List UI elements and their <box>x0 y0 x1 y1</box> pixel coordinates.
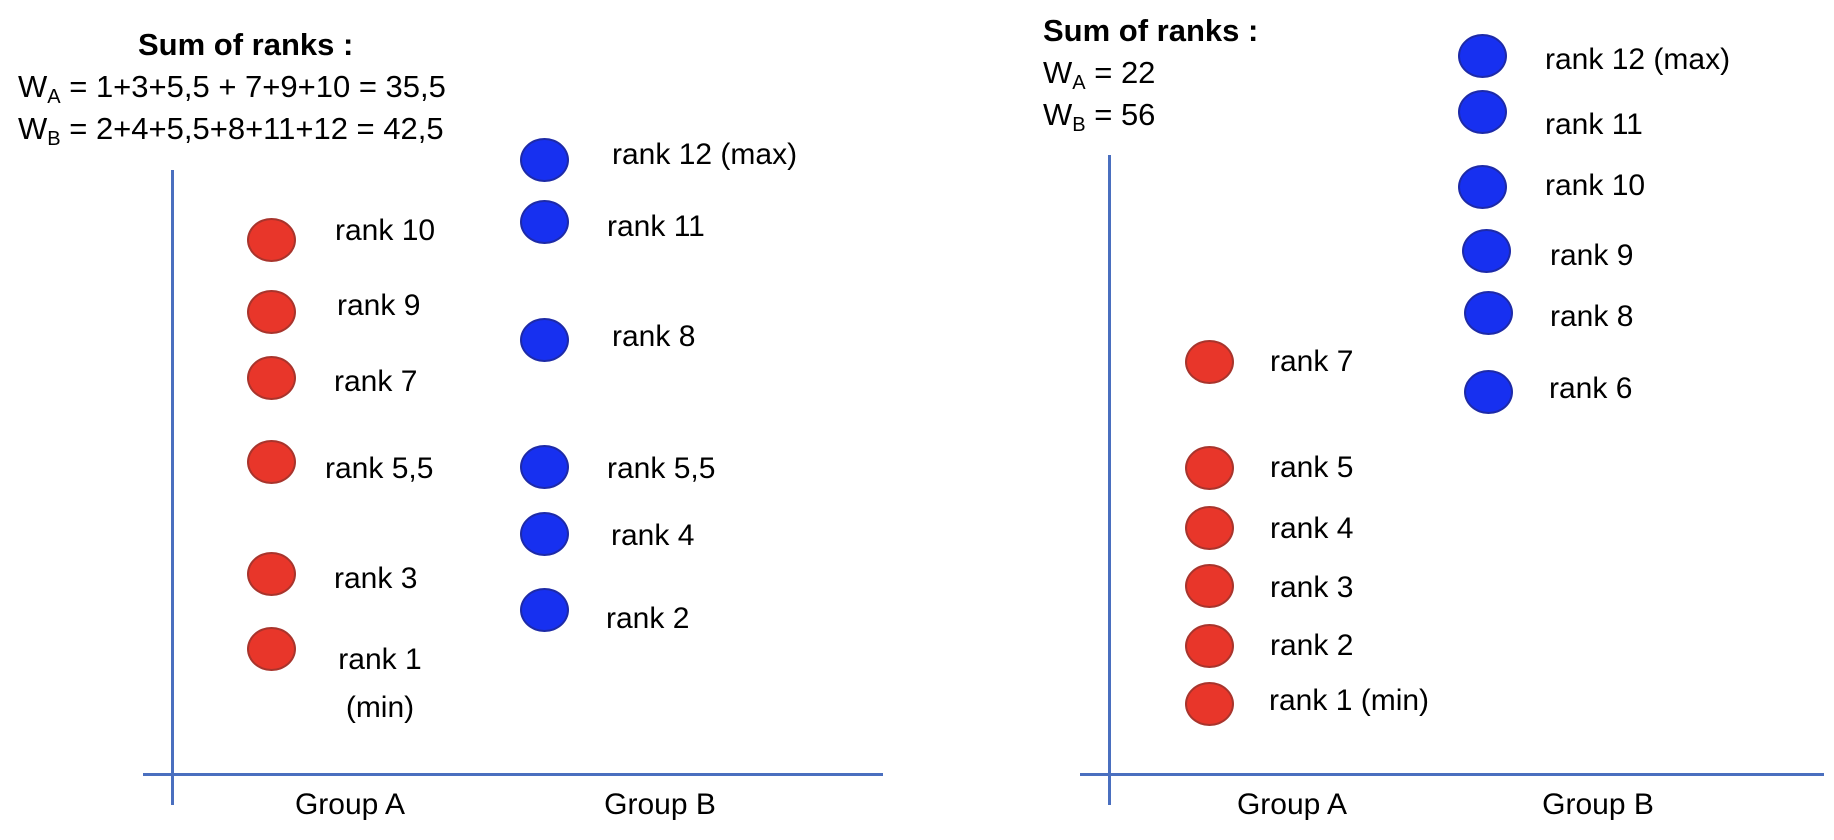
group-a-rank-label: rank 3 <box>1270 571 1354 604</box>
sum-of-ranks-summary: Sum of ranks : WA = 22 WB = 56 <box>1043 10 1258 136</box>
group-b-point <box>520 318 569 362</box>
group-a-point <box>247 440 296 484</box>
wb-expression: = 56 <box>1085 97 1156 132</box>
group-a-point <box>1185 506 1234 550</box>
group-a-label: Group A <box>294 788 406 821</box>
y-axis <box>171 170 174 805</box>
group-b-point <box>520 138 569 182</box>
group-a-rank-label: rank 5,5 <box>325 452 434 485</box>
sum-of-ranks-summary: Sum of ranks : WA = 1+3+5,5 + 7+9+10 = 3… <box>18 24 446 150</box>
group-b-point <box>1458 165 1507 209</box>
group-b-rank-label: rank 12 (max) <box>612 138 798 171</box>
wb-line: WB = 2+4+5,5+8+11+12 = 42,5 <box>18 108 446 150</box>
group-b-rank-label: rank 12 (max) <box>1545 43 1731 76</box>
wb-expression: = 2+4+5,5+8+11+12 = 42,5 <box>60 111 444 146</box>
group-a-rank-label: rank 4 <box>1270 512 1354 545</box>
group-a-point <box>1185 340 1234 384</box>
group-a-point <box>247 218 296 262</box>
wa-letter: W <box>1043 55 1073 90</box>
group-b-rank-label: rank 4 <box>611 519 695 552</box>
group-b-rank-label: rank 6 <box>1549 372 1633 405</box>
group-a-point <box>247 552 296 596</box>
group-a-rank-label: rank 3 <box>334 562 418 595</box>
group-a-point <box>247 356 296 400</box>
group-b-point <box>520 588 569 632</box>
group-b-label: Group B <box>1542 788 1654 821</box>
group-a-rank-label: rank 2 <box>1270 629 1354 662</box>
group-a-point <box>1185 682 1234 726</box>
wa-subscript: A <box>47 86 61 108</box>
group-b-point <box>520 200 569 244</box>
wb-letter: W <box>1043 97 1073 132</box>
group-a-rank-label: rank 7 <box>334 365 418 398</box>
group-b-rank-label: rank 8 <box>612 320 696 353</box>
x-axis <box>143 773 883 776</box>
group-b-rank-label: rank 11 <box>607 210 705 243</box>
group-b-rank-label: rank 9 <box>1550 239 1634 272</box>
panel-left: Sum of ranks : WA = 1+3+5,5 + 7+9+10 = 3… <box>0 0 900 840</box>
group-a-point <box>247 290 296 334</box>
group-b-rank-label: rank 11 <box>1545 108 1643 141</box>
group-a-point <box>1185 564 1234 608</box>
group-a-rank-label: rank 7 <box>1270 345 1354 378</box>
wa-line: WA = 1+3+5,5 + 7+9+10 = 35,5 <box>18 66 446 108</box>
group-b-point <box>520 512 569 556</box>
group-a-rank-label: rank 9 <box>337 289 421 322</box>
summary-title: Sum of ranks : <box>1043 13 1259 48</box>
summary-title: Sum of ranks : <box>138 27 354 62</box>
group-b-point <box>1464 291 1513 335</box>
group-b-rank-label: rank 2 <box>606 602 690 635</box>
x-axis <box>1080 773 1824 776</box>
group-a-point <box>247 627 296 671</box>
group-a-label: Group A <box>1236 788 1348 821</box>
group-a-point <box>1185 446 1234 490</box>
group-a-rank-label: rank 1 (min) <box>338 643 422 724</box>
group-a-rank-label: rank 5 <box>1270 451 1354 484</box>
wa-line: WA = 22 <box>1043 52 1258 94</box>
group-b-label: Group B <box>604 788 716 821</box>
group-b-point <box>1458 34 1507 78</box>
group-a-rank-label: rank 10 <box>335 214 436 247</box>
group-b-rank-label: rank 5,5 <box>607 452 716 485</box>
wa-expression: = 1+3+5,5 + 7+9+10 = 35,5 <box>60 69 446 104</box>
group-a-point <box>1185 624 1234 668</box>
wb-subscript: B <box>47 128 61 150</box>
wb-subscript: B <box>1072 114 1086 136</box>
wa-expression: = 22 <box>1085 55 1156 90</box>
wb-line: WB = 56 <box>1043 94 1258 136</box>
group-b-point <box>1462 229 1511 273</box>
group-b-rank-label: rank 10 <box>1545 169 1646 202</box>
group-b-rank-label: rank 8 <box>1550 300 1634 333</box>
wa-subscript: A <box>1072 72 1086 94</box>
y-axis <box>1108 155 1111 805</box>
group-b-point <box>1464 370 1513 414</box>
group-b-point <box>1458 90 1507 134</box>
group-b-point <box>520 445 569 489</box>
wa-letter: W <box>18 69 48 104</box>
wb-letter: W <box>18 111 48 146</box>
group-a-rank-label: rank 1 (min) <box>1269 684 1430 717</box>
